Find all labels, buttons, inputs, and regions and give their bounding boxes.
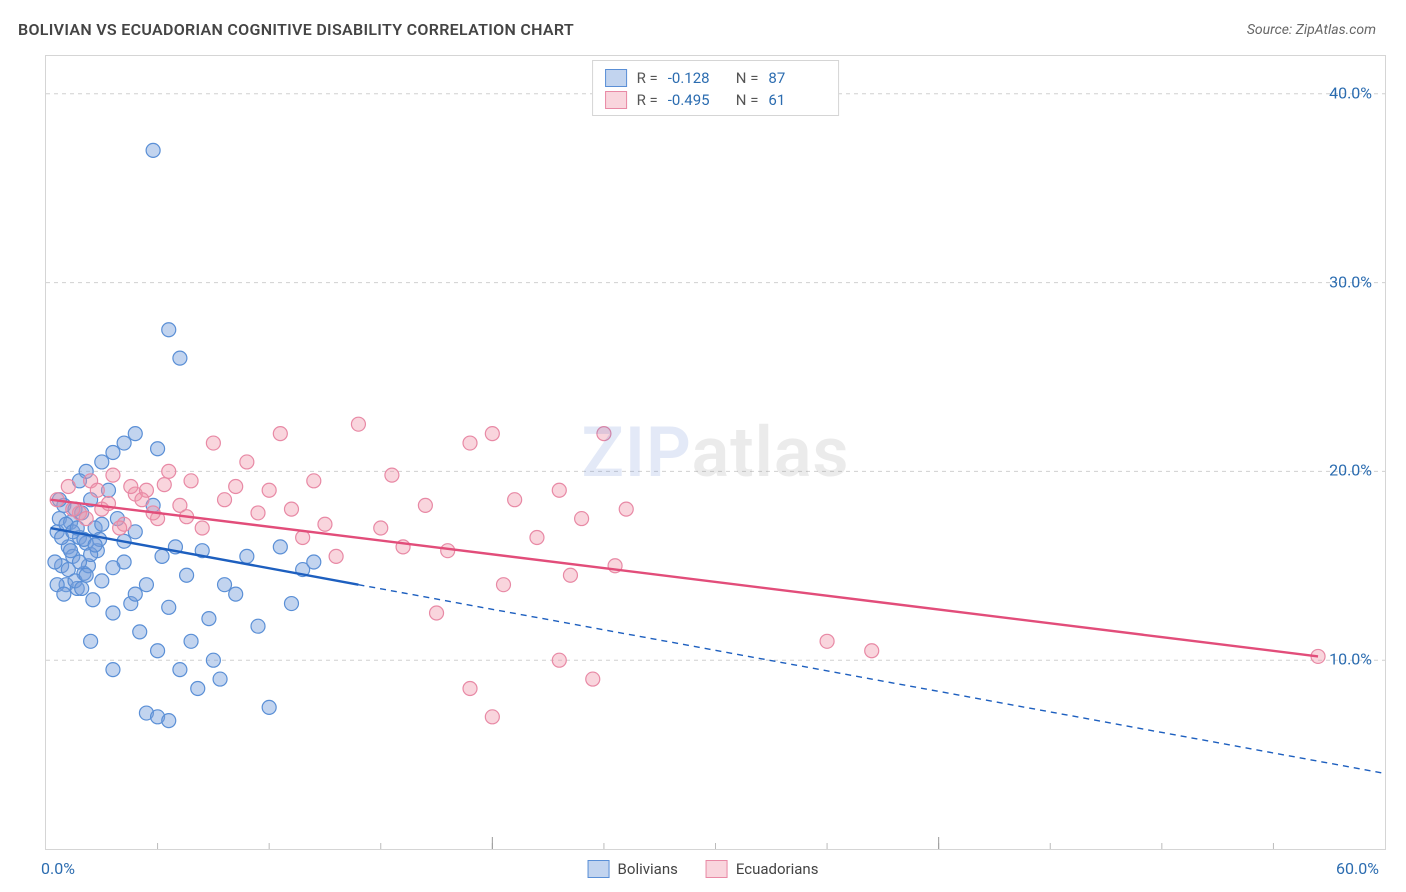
r-label: R =: [637, 69, 658, 87]
legend-label: Ecuadorians: [736, 860, 819, 878]
x-tick-label: 60.0%: [1336, 859, 1379, 878]
r-value-bolivians: -0.128: [668, 69, 726, 87]
legend-row-bolivians: R = -0.128 N = 87: [605, 67, 827, 89]
y-tick-label: 30.0%: [1329, 272, 1372, 291]
legend-row-ecuadorians: R = -0.495 N = 61: [605, 89, 827, 111]
y-tick-label: 20.0%: [1329, 461, 1372, 480]
n-value-ecuadorians: 61: [768, 91, 826, 109]
y-tick-label: 40.0%: [1329, 83, 1372, 102]
r-label: R =: [637, 91, 658, 109]
scatter-plot: [46, 56, 1385, 849]
legend-label: Bolivians: [618, 860, 678, 878]
chart-title: BOLIVIAN VS ECUADORIAN COGNITIVE DISABIL…: [18, 20, 574, 39]
n-label: N =: [736, 91, 759, 109]
y-tick-label: 10.0%: [1329, 650, 1372, 669]
swatch-ecuadorians: [605, 91, 627, 109]
n-value-bolivians: 87: [768, 69, 826, 87]
n-label: N =: [736, 69, 759, 87]
legend-item-ecuadorians: Ecuadorians: [706, 860, 819, 878]
source-label: Source: ZipAtlas.com: [1247, 22, 1376, 38]
correlation-legend: R = -0.128 N = 87 R = -0.495 N = 61: [592, 60, 840, 116]
x-tick-label: 0.0%: [41, 859, 75, 878]
swatch-ecuadorians: [706, 860, 728, 878]
r-value-ecuadorians: -0.495: [668, 91, 726, 109]
swatch-bolivians: [605, 69, 627, 87]
chart-area: ZIPatlas R = -0.128 N = 87 R = -0.495 N …: [45, 55, 1386, 850]
series-legend: Bolivians Ecuadorians: [588, 860, 819, 878]
legend-item-bolivians: Bolivians: [588, 860, 678, 878]
swatch-bolivians: [588, 860, 610, 878]
